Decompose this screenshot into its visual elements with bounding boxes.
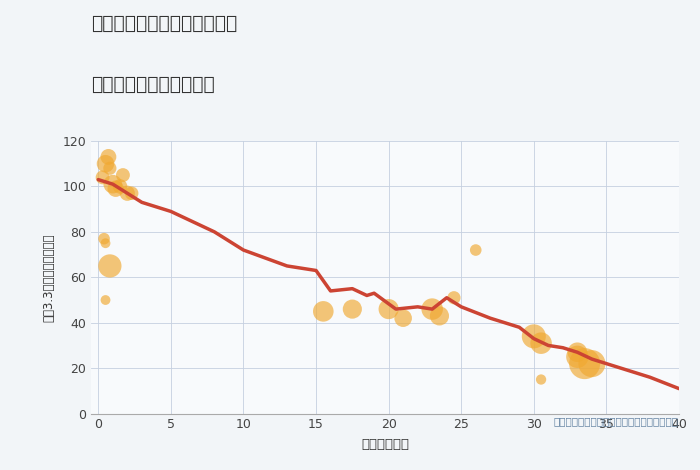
X-axis label: 築年数（年）: 築年数（年） [361, 439, 409, 451]
Point [100, 296, 111, 304]
Point [449, 294, 460, 302]
Point [470, 246, 482, 254]
Point [104, 262, 116, 270]
Point [99, 235, 110, 243]
Point [572, 353, 583, 360]
Point [346, 306, 358, 313]
Point [100, 160, 111, 167]
Y-axis label: 坪（3.3㎡）単価（万円）: 坪（3.3㎡）単価（万円） [42, 233, 55, 321]
Point [107, 180, 118, 188]
Point [536, 339, 547, 347]
Text: 築年数別中古戸建て価格: 築年数別中古戸建て価格 [91, 75, 215, 94]
Point [114, 183, 125, 190]
Point [587, 360, 598, 368]
Point [104, 164, 116, 172]
Point [118, 171, 129, 179]
Point [103, 153, 114, 161]
Point [318, 307, 329, 315]
Point [528, 333, 540, 340]
Point [383, 306, 394, 313]
Point [579, 360, 590, 368]
Point [126, 189, 137, 197]
Text: 福岡県北九州市門司区藤松の: 福岡県北九州市門司区藤松の [91, 14, 237, 33]
Point [426, 306, 438, 313]
Point [97, 173, 108, 181]
Text: 円の大きさは、取引のあった物件面積を示す: 円の大きさは、取引のあった物件面積を示す [554, 416, 679, 426]
Point [122, 189, 133, 197]
Point [536, 376, 547, 384]
Point [110, 185, 121, 193]
Point [100, 239, 111, 247]
Point [398, 314, 409, 322]
Point [572, 348, 583, 356]
Point [434, 312, 445, 320]
